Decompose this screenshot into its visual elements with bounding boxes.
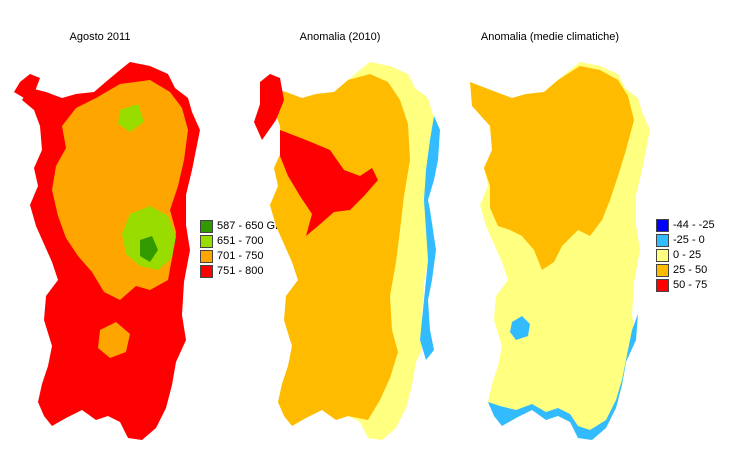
legend-item: 701 - 750 — [200, 249, 291, 264]
island-north-west-cape — [14, 74, 40, 98]
zone-50-75-inland — [280, 130, 378, 236]
legend-item: 25 - 50 — [656, 263, 715, 278]
legend-label: 0 - 25 — [673, 249, 702, 261]
legend-swatch — [656, 219, 669, 232]
legend-label: -44 - -25 — [673, 219, 715, 231]
legend-label: 651 - 700 — [217, 235, 264, 247]
zone-minus25-0-coast — [488, 314, 638, 440]
legend-agosto-2011: 587 - 650 GDD 651 - 700 701 - 750 751 - … — [200, 219, 291, 279]
sardinia-map-anomalia-medie-climatiche — [470, 62, 650, 440]
legend-swatch — [656, 249, 669, 262]
legend-item: 50 - 75 — [656, 278, 715, 293]
legend-anomalia: -44 - -25 -25 - 0 0 - 25 25 - 50 50 - 75 — [656, 218, 715, 293]
map-panel-anomalia-medie-climatiche: Anomalia (medie climatiche) — [450, 0, 650, 450]
legend-item: 651 - 700 — [200, 234, 291, 249]
legend-swatch — [200, 250, 213, 263]
legend-label: 751 - 800 — [217, 265, 264, 277]
zone-50-75 — [254, 74, 284, 140]
legend-item: 587 - 650 GDD — [200, 219, 291, 234]
zone-701-750-south — [98, 322, 130, 358]
map-panel-agosto-2011: Agosto 2011 — [0, 0, 200, 450]
legend-item: 751 - 800 — [200, 264, 291, 279]
map-panel-anomalia-2010: Anomalia (2010) — [240, 0, 440, 450]
zone-minus25-0-lake — [510, 316, 530, 340]
legend-swatch — [656, 264, 669, 277]
legend-swatch — [200, 220, 213, 233]
legend-label: 701 - 750 — [217, 250, 264, 262]
zone-587-650 — [140, 236, 158, 262]
legend-item: -25 - 0 — [656, 233, 715, 248]
legend-swatch — [200, 235, 213, 248]
map-title: Anomalia (2010) — [299, 31, 381, 43]
zone-25-50 — [470, 66, 634, 270]
sardinia-map-anomalia-2010 — [254, 62, 440, 440]
zone-651-700-north — [118, 104, 144, 132]
legend-label: 25 - 50 — [673, 264, 708, 276]
legend-label: 50 - 75 — [673, 279, 708, 291]
map-title: Anomalia (medie climatiche) — [480, 31, 620, 43]
legend-label: -25 - 0 — [673, 234, 705, 246]
island-main-25-50 — [270, 74, 410, 426]
legend-swatch — [200, 265, 213, 278]
legend-swatch — [656, 234, 669, 247]
legend-swatch — [656, 279, 669, 292]
legend-label: 587 - 650 GDD — [217, 220, 291, 232]
legend-item: 0 - 25 — [656, 248, 715, 263]
sardinia-map-agosto-2011 — [14, 62, 200, 440]
zone-minus25-0 — [420, 116, 440, 360]
map-title: Agosto 2011 — [69, 31, 131, 43]
legend-item: -44 - -25 — [656, 218, 715, 233]
